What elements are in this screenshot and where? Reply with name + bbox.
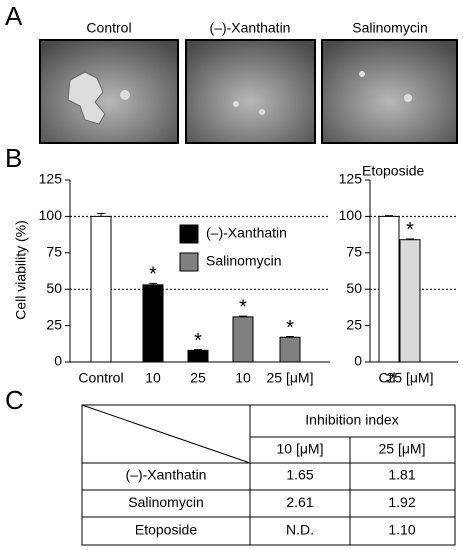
image-label: Salinomycin	[352, 20, 427, 36]
significance-mark: *	[239, 296, 247, 318]
x-tick-label: Control	[78, 370, 123, 386]
y-tick-label: 125	[39, 171, 63, 187]
table-cell: 1.81	[388, 467, 415, 483]
y-tick-label: 100	[39, 207, 63, 223]
bar	[142, 284, 164, 363]
bar	[187, 349, 209, 363]
cell-cluster	[67, 71, 106, 125]
cell	[404, 94, 412, 102]
significance-mark: *	[149, 264, 157, 286]
y-tick-label: 125	[339, 171, 363, 187]
y-tick-label: 100	[339, 207, 363, 223]
significance-mark: *	[406, 219, 414, 241]
bar	[279, 336, 301, 363]
x-tick-label: 25 [μM]	[267, 370, 314, 386]
panel-label: B	[5, 143, 22, 173]
table-cell: (–)-Xanthatin	[126, 467, 207, 483]
table-subheader: 10 [μM]	[277, 441, 324, 457]
micrograph	[185, 39, 316, 144]
y-tick-label: 50	[346, 280, 362, 296]
x-tick-label: 10	[235, 370, 251, 386]
diagonal	[81, 404, 251, 464]
significance-mark: *	[194, 330, 202, 352]
table	[81, 404, 456, 546]
table-header: Inhibition index	[305, 412, 398, 428]
x-tick-label: 10	[145, 370, 161, 386]
y-tick-label: 0	[354, 353, 362, 369]
y-tick-label: 25	[346, 316, 362, 332]
x-tick-label: 25	[190, 370, 206, 386]
cell	[259, 109, 265, 115]
cell	[233, 101, 239, 107]
table-cell: 1.92	[388, 494, 415, 510]
x-tick-label: Ctl.	[379, 370, 400, 386]
bar	[378, 215, 400, 363]
table-border	[81, 404, 456, 546]
panel-label: A	[5, 1, 23, 31]
y-tick-label: 25	[46, 316, 62, 332]
cell	[359, 71, 365, 77]
legend-swatch	[179, 252, 199, 272]
chart-title: Etoposide	[362, 163, 424, 179]
cell	[120, 90, 130, 100]
y-tick-label: 75	[46, 244, 62, 260]
y-axis-label: Cell viability (%)	[13, 220, 29, 320]
table-cell: Etoposide	[135, 522, 197, 538]
micrograph	[39, 39, 179, 144]
micrograph	[321, 39, 458, 144]
bar	[399, 239, 421, 363]
bar	[90, 215, 112, 363]
panel-label: C	[5, 385, 24, 415]
legend-label: (–)-Xanthatin	[206, 225, 287, 241]
y-tick-label: 0	[54, 353, 62, 369]
table-cell: 1.65	[286, 467, 313, 483]
bar	[232, 316, 254, 363]
table-subheader: 25 [μM]	[379, 441, 426, 457]
table-cell: Salinomycin	[128, 494, 203, 510]
significance-mark: *	[286, 317, 294, 339]
table-cell: 1.10	[388, 522, 415, 538]
image-label: (–)-Xanthatin	[210, 20, 291, 36]
legend-swatch	[179, 224, 199, 244]
y-tick-label: 75	[346, 244, 362, 260]
table-cell: N.D.	[286, 522, 314, 538]
legend-label: Salinomycin	[206, 253, 281, 269]
x-tick-label: 25 [μM]	[387, 370, 434, 386]
image-label: Control	[86, 20, 131, 36]
micrographs	[39, 39, 458, 144]
y-tick-label: 50	[46, 280, 62, 296]
table-cell: 2.61	[286, 494, 313, 510]
